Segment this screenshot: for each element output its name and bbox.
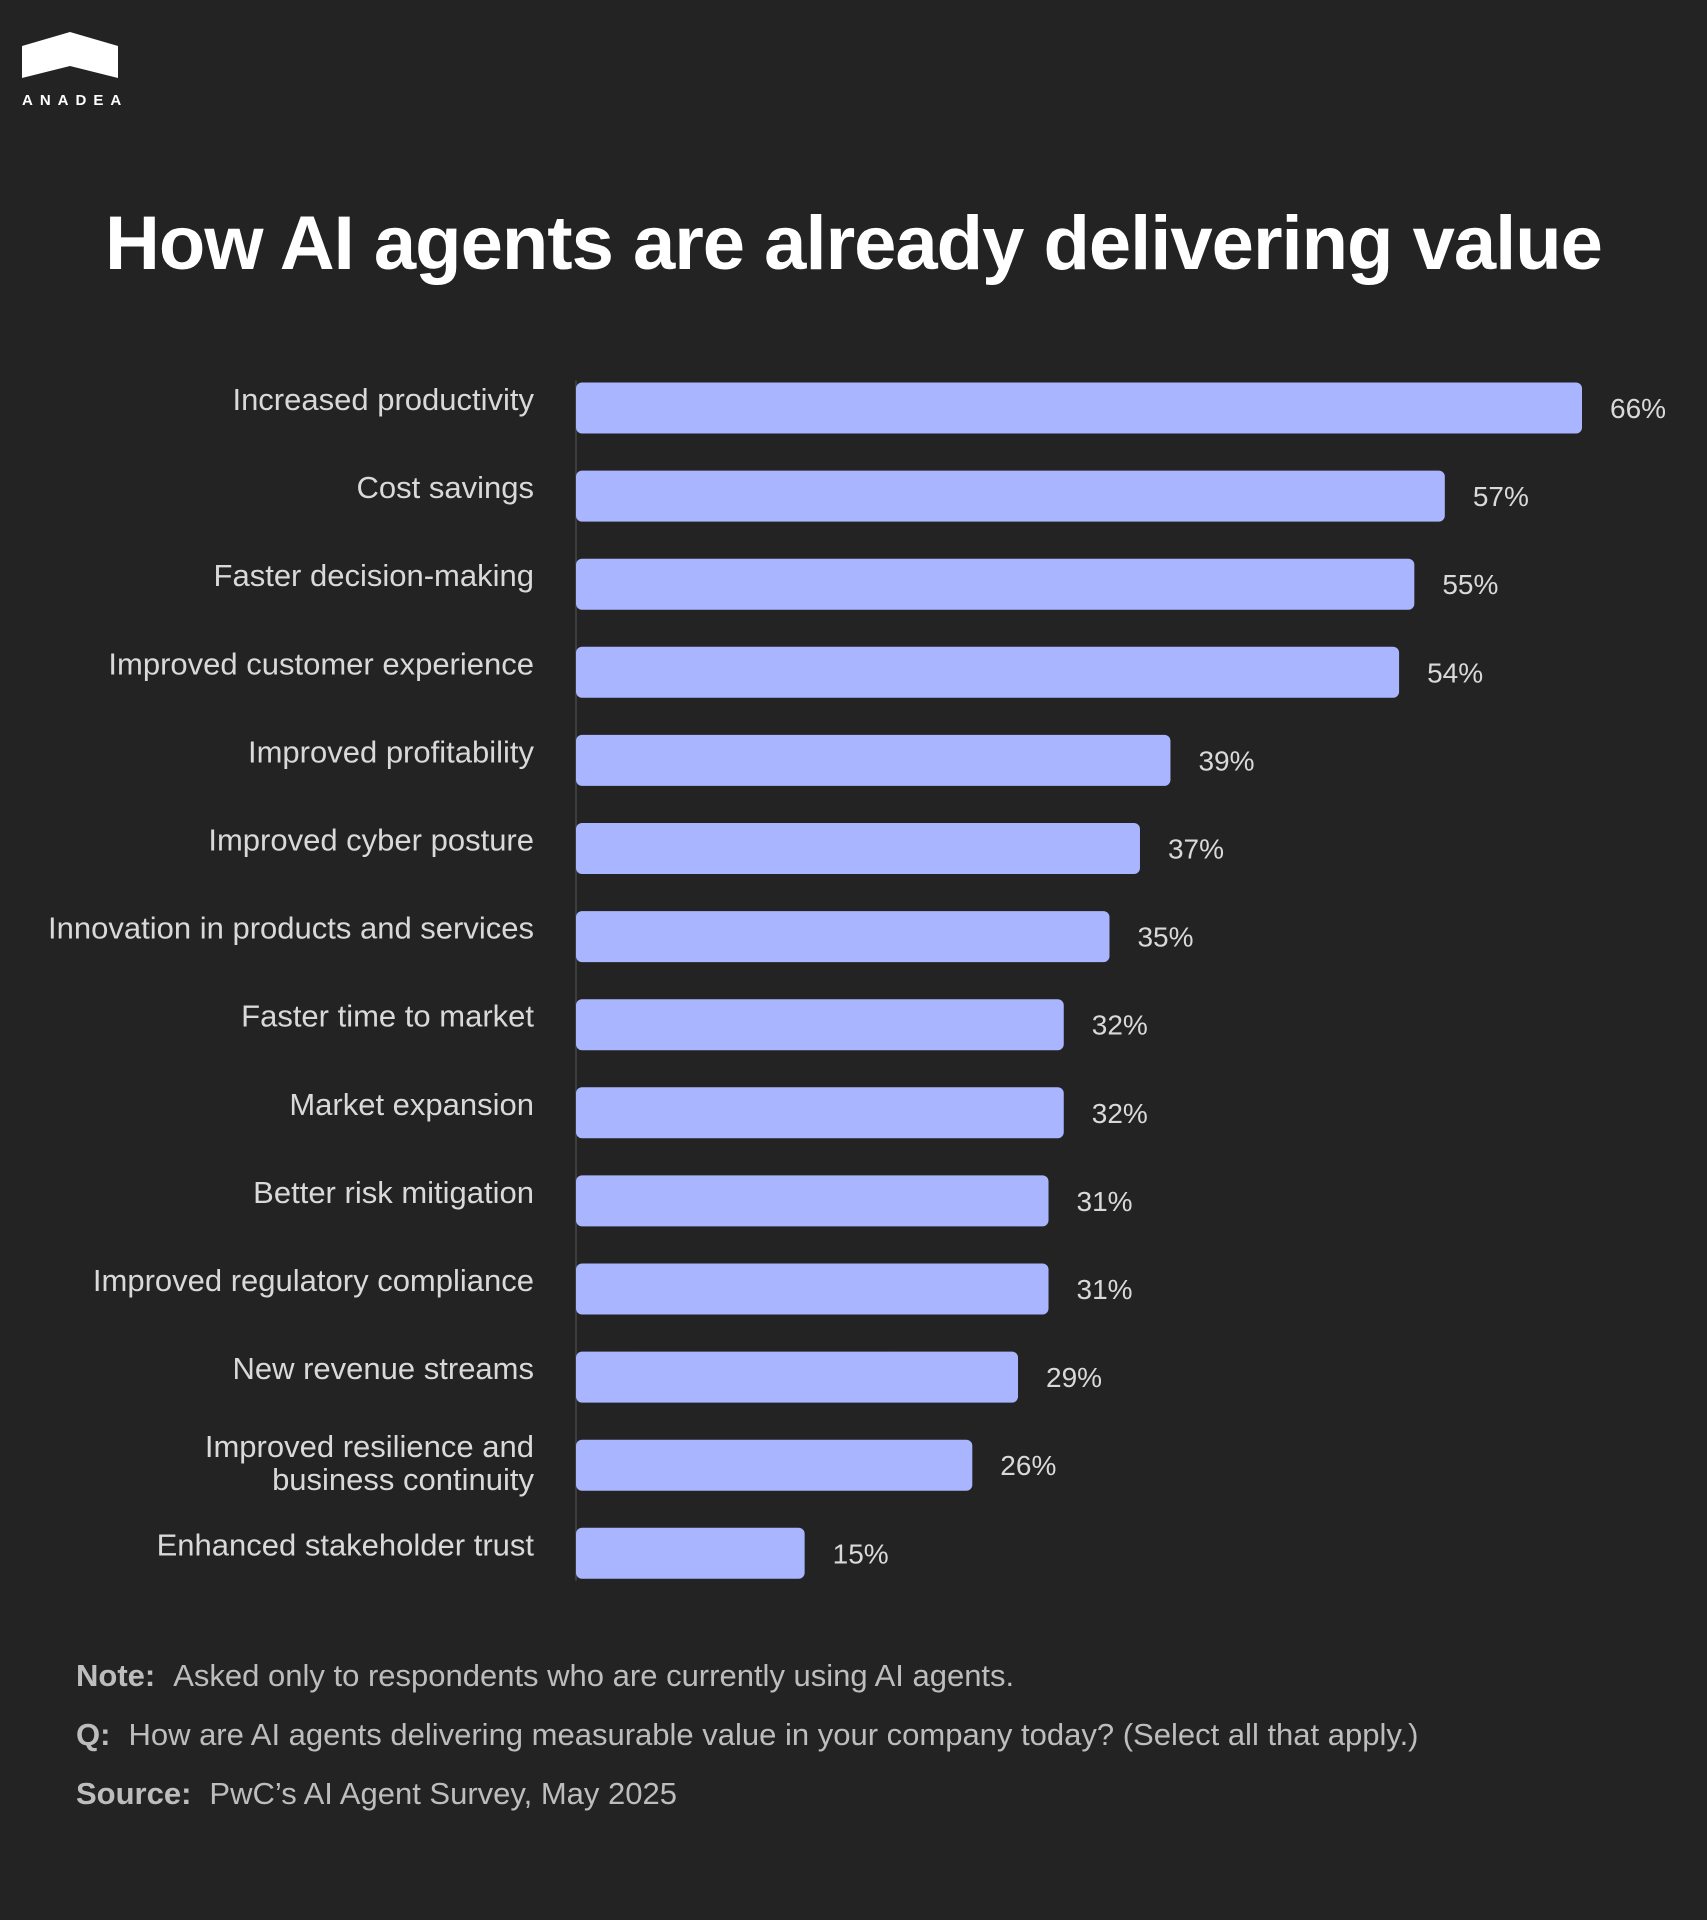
category-label: Enhanced stakeholder trust xyxy=(157,1527,535,1562)
footnote-key: Source: xyxy=(76,1776,192,1811)
category-label: Better risk mitigation xyxy=(253,1175,534,1210)
bar xyxy=(576,1439,973,1491)
footnotes: Note: Asked only to respondents who are c… xyxy=(76,1658,1419,1835)
footnote-note: Note: Asked only to respondents who are c… xyxy=(76,1658,1419,1693)
bar xyxy=(576,1263,1049,1315)
bar xyxy=(576,558,1415,610)
footnote-key: Note: xyxy=(76,1658,156,1693)
bar-value-label: 57% xyxy=(1473,481,1529,512)
chart-title: How AI agents are already delivering val… xyxy=(105,201,1603,286)
house-roof-icon xyxy=(22,32,118,78)
footnote-text: PwC’s AI Agent Survey, May 2025 xyxy=(209,1776,677,1811)
category-label: Cost savings xyxy=(357,470,534,505)
bar-value-label: 54% xyxy=(1427,657,1483,688)
category-label: Faster decision-making xyxy=(214,558,534,593)
bar-value-label: 29% xyxy=(1046,1362,1102,1393)
bar-value-label: 26% xyxy=(1000,1450,1056,1481)
bar xyxy=(576,734,1171,786)
brand-logo: ANADEA xyxy=(22,32,122,109)
bar-value-label: 37% xyxy=(1168,834,1224,865)
bar xyxy=(576,382,1582,434)
bar xyxy=(576,646,1400,698)
bar xyxy=(576,999,1064,1051)
bar-value-label: 31% xyxy=(1077,1274,1133,1305)
category-label: Market expansion xyxy=(289,1087,534,1122)
footnote-question: Q: How are AI agents delivering measurabl… xyxy=(76,1717,1419,1752)
category-label: Improved customer experience xyxy=(108,646,534,681)
category-label: Faster time to market xyxy=(241,999,534,1034)
category-label: Improved cyber posture xyxy=(208,823,534,858)
footnote-text: Asked only to respondents who are curren… xyxy=(173,1658,1015,1693)
category-label: Improved resilience and business continui… xyxy=(205,1429,535,1497)
category-label: Increased productivity xyxy=(232,382,534,417)
bar-value-label: 32% xyxy=(1092,1010,1148,1041)
brand-name: ANADEA xyxy=(22,92,129,109)
category-label: New revenue streams xyxy=(232,1351,534,1386)
category-label: Innovation in products and services xyxy=(48,911,534,946)
bar xyxy=(576,470,1445,522)
footnote-key: Q: xyxy=(76,1717,111,1752)
bar-value-label: 39% xyxy=(1198,745,1254,776)
bar-value-label: 32% xyxy=(1092,1098,1148,1129)
bar xyxy=(576,1175,1049,1227)
bar-value-label: 15% xyxy=(833,1538,889,1569)
bar-value-label: 66% xyxy=(1610,393,1666,424)
category-label: Improved regulatory compliance xyxy=(93,1263,534,1298)
category-label: Improved profitability xyxy=(248,734,535,769)
bar xyxy=(576,1087,1064,1139)
bar xyxy=(576,1527,805,1579)
bar-value-label: 31% xyxy=(1077,1186,1133,1217)
footnote-text: How are AI agents delivering measurable … xyxy=(128,1717,1419,1752)
bar xyxy=(576,1351,1019,1403)
bar xyxy=(576,823,1140,874)
bar-value-label: 35% xyxy=(1137,922,1193,953)
footnote-source: Source: PwC’s AI Agent Survey, May 2025 xyxy=(76,1776,1419,1811)
bar-value-label: 55% xyxy=(1442,569,1498,600)
bar-chart: 66% Increased productivity 57% Cost savings… xyxy=(48,380,1666,1581)
bar xyxy=(576,911,1110,963)
